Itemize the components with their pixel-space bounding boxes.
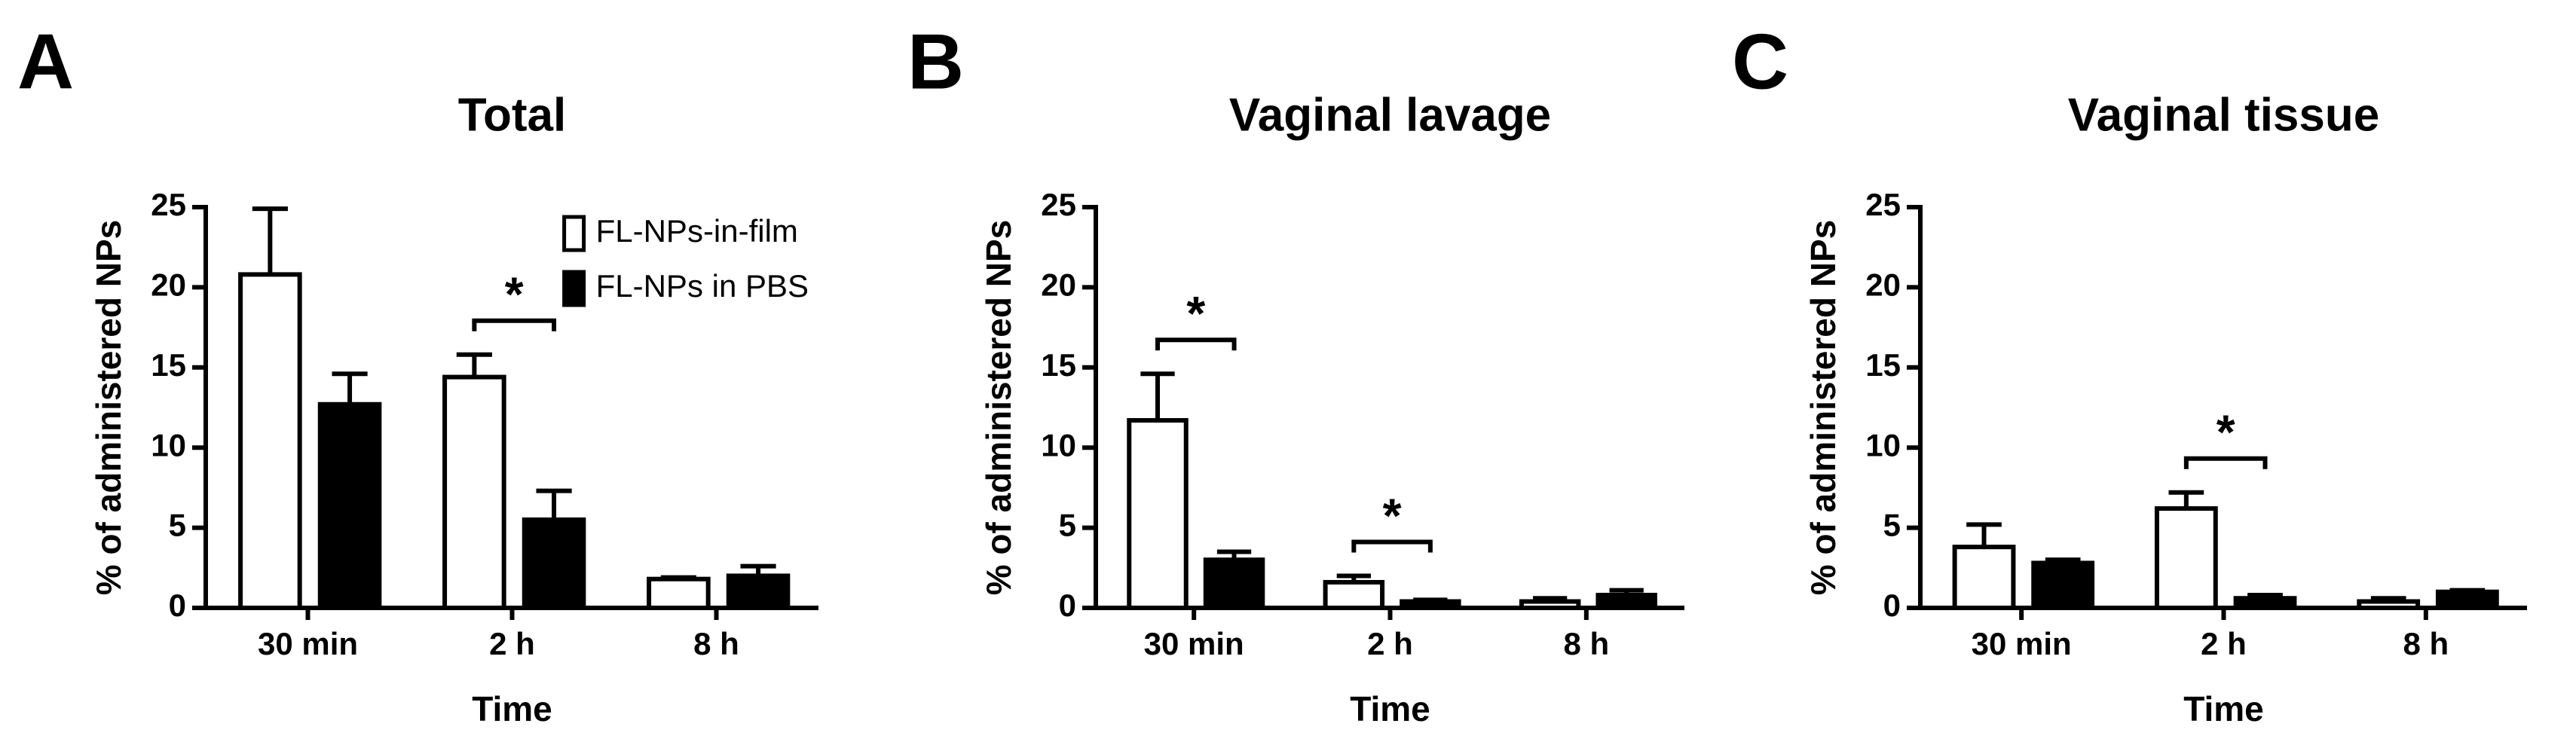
- chart-title: Total: [458, 89, 567, 141]
- y-tick-label: 15: [1041, 347, 1076, 383]
- x-tick-label: 2 h: [1367, 626, 1413, 661]
- x-tick-label: 8 h: [1563, 626, 1609, 661]
- y-tick-label: 10: [1041, 427, 1076, 463]
- y-axis-label: % of administered NPs: [1804, 220, 1843, 595]
- y-axis-label: % of administered NPs: [979, 220, 1018, 595]
- panel-chart: B Vaginal lavage % of administered NPs Time…: [907, 18, 1684, 728]
- panel-chart: C Vaginal tissue % of administered NPs Time…: [1732, 18, 2527, 728]
- significance-star: *: [1186, 286, 1205, 340]
- bar: [442, 374, 506, 610]
- x-tick-label: 30 min: [1144, 626, 1244, 661]
- x-tick-label: 30 min: [258, 626, 358, 661]
- bar: [2435, 589, 2499, 610]
- bar: [1323, 579, 1385, 611]
- significance-bracket: [1155, 337, 1237, 351]
- bar: [1519, 599, 1581, 610]
- y-tick-label: 5: [169, 508, 186, 543]
- x-axis-label: Time: [2183, 689, 2264, 728]
- y-tick-label: 0: [169, 588, 186, 623]
- bar: [1203, 557, 1265, 610]
- bar: [522, 517, 586, 611]
- y-axis-label: % of administered NPs: [89, 220, 128, 595]
- legend-label: FL-NPs in PBS: [596, 268, 809, 304]
- y-tick-label: 25: [1865, 187, 1901, 222]
- x-axis-label: Time: [472, 689, 552, 728]
- bar: [1400, 599, 1461, 610]
- x-tick-label: 8 h: [2403, 626, 2449, 661]
- bar: [2154, 506, 2218, 611]
- panel-letter: C: [1732, 18, 1788, 105]
- x-axis-label: Time: [1350, 689, 1430, 728]
- y-tick-label: 15: [151, 347, 186, 383]
- significance-bracket: [2183, 456, 2268, 469]
- y-tick-label: 5: [1059, 508, 1076, 543]
- x-tick-label: 2 h: [489, 626, 535, 661]
- y-tick-label: 0: [1883, 588, 1901, 623]
- y-tick-label: 20: [151, 267, 186, 302]
- bar: [647, 576, 711, 610]
- x-tick-label: 30 min: [1972, 626, 2072, 661]
- panel-letter: A: [17, 18, 74, 105]
- bar: [1952, 545, 2016, 610]
- chart-title: Vaginal tissue: [2068, 89, 2380, 141]
- legend-swatch: [562, 270, 586, 307]
- y-tick-label: 5: [1883, 508, 1901, 543]
- bar: [238, 272, 302, 610]
- y-tick-label: 10: [1865, 427, 1901, 463]
- panel-letter: B: [907, 18, 964, 105]
- legend-swatch: [562, 215, 586, 252]
- y-tick-label: 20: [1865, 267, 1901, 302]
- significance-star: *: [1383, 488, 1402, 542]
- bar: [726, 573, 791, 611]
- legend-label: FL-NPs-in-film: [596, 213, 798, 249]
- bar: [2357, 599, 2421, 610]
- panel-chart: A Total % of administered NPs Time 0 5 10 15 20 2…: [17, 18, 818, 728]
- y-tick-label: 10: [151, 427, 186, 463]
- bar: [1127, 418, 1189, 610]
- y-tick-label: 25: [1041, 187, 1076, 222]
- chart-title: Vaginal lavage: [1229, 89, 1551, 141]
- bar: [2233, 596, 2297, 610]
- significance-star: *: [505, 267, 524, 322]
- y-tick-label: 25: [151, 187, 186, 222]
- x-tick-label: 8 h: [693, 626, 739, 661]
- bar: [317, 401, 382, 611]
- y-tick-label: 15: [1865, 347, 1901, 383]
- x-tick-label: 2 h: [2201, 626, 2247, 661]
- significance-bracket: [472, 318, 557, 331]
- significance-bracket: [1351, 539, 1433, 553]
- significance-star: *: [2217, 405, 2235, 459]
- y-tick-label: 0: [1059, 588, 1076, 623]
- y-tick-label: 20: [1041, 267, 1076, 302]
- bar: [1595, 592, 1657, 611]
- bar: [2031, 560, 2095, 611]
